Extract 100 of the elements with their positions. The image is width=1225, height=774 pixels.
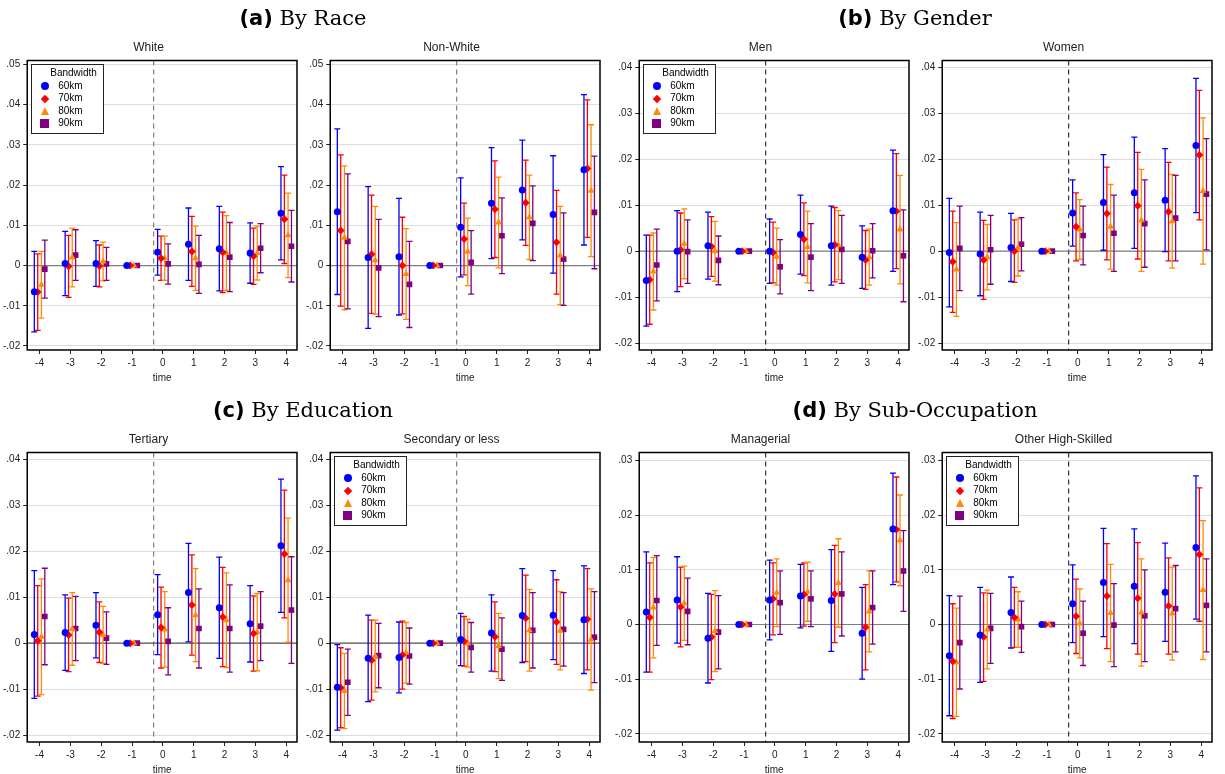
x-tick-label: -4 [338,356,348,368]
x-tick-label: 0 [463,356,470,368]
x-tick-label: -2 [399,356,410,368]
x-tick-label: -2 [1011,356,1022,368]
y-tick-label: .03 [309,138,324,150]
x-axis-title: time [455,371,475,383]
legend-label: 80km [670,104,695,118]
x-tick-label: 3 [1167,748,1174,760]
x-tick-label: -4 [35,356,45,368]
x-tick-label: -1 [739,356,749,368]
x-tick-label: -4 [647,748,657,760]
chart-title: Non-White [423,39,481,54]
y-tick-label: .02 [618,152,633,164]
y-tick-label: .03 [921,107,936,119]
x-tick-label: -1 [1042,356,1052,368]
y-tick-label: .03 [6,138,21,150]
y-tick-label: .01 [6,590,21,602]
x-tick-label: 4 [586,748,593,760]
x-axis-title: time [1067,371,1087,383]
x-tick-label: 4 [1198,748,1205,760]
x-tick-label: 1 [190,748,197,760]
x-tick-label: 2 [524,356,531,368]
x-tick-label: -4 [338,748,348,760]
x-tick-label: -3 [980,748,991,760]
y-tick-label: 0 [317,636,324,648]
x-tick-label: -4 [35,748,45,760]
x-tick-label: 4 [586,356,593,368]
x-tick-label: -4 [950,748,960,760]
x-tick-label: 0 [772,356,779,368]
legend-label: 90km [670,117,695,130]
x-tick-label: 4 [283,748,290,760]
x-tick-label: 0 [160,748,167,760]
y-tick-label: .04 [6,453,21,465]
y-tick-label: .02 [618,508,633,520]
y-tick-label: .02 [309,178,324,190]
x-tick-label: -2 [708,356,719,368]
y-tick-label: .01 [921,198,936,210]
legend-label: 90km [361,509,386,522]
x-tick-label: 0 [772,748,779,760]
y-tick-label: .03 [6,499,21,511]
y-tick-label: .03 [309,499,324,511]
chart-title: Men [748,39,773,54]
y-tick-label: -.01 [918,290,936,302]
y-tick-label: -.02 [306,339,324,351]
text: (a) By Race [238,5,368,32]
x-tick-label: -3 [980,356,991,368]
legend-label: 80km [58,104,83,118]
x-tick-label: 2 [524,748,531,760]
y-tick-label: 0 [14,636,21,648]
x-tick-label: -1 [127,748,137,760]
x-axis-title: time [455,763,475,774]
y-tick-label: -.01 [615,290,633,302]
x-tick-label: -2 [708,748,719,760]
x-tick-label: 3 [555,356,562,368]
y-tick-label: .02 [6,544,21,556]
x-tick-label: 1 [1105,356,1112,368]
x-tick-label: 2 [1136,356,1143,368]
legend-title: Bandwidth [964,459,1012,472]
y-tick-label: .01 [309,219,324,231]
y-tick-label: .01 [6,219,21,231]
y-tick-label: -.01 [306,682,324,694]
y-tick-label: .01 [309,590,324,602]
y-tick-label: -.02 [615,727,633,739]
legend-label: 70km [973,484,998,497]
x-tick-label: -4 [647,356,657,368]
x-axis-title: time [152,371,172,383]
y-tick-label: -.01 [3,682,21,694]
legend-label: 60km [58,79,83,93]
y-tick-label: .04 [6,98,21,110]
x-tick-label: 4 [283,356,290,368]
x-tick-label: -3 [368,748,379,760]
chart-title: Secondary or less [403,431,500,446]
x-tick-label: 1 [1105,748,1112,760]
legend-label: 60km [973,471,998,485]
x-tick-label: 1 [493,748,500,760]
y-tick-label: -.01 [615,672,633,684]
x-tick-label: 2 [1136,748,1143,760]
x-tick-label: 1 [802,748,809,760]
legend-title: Bandwidth [661,67,709,80]
y-tick-label: 0 [317,259,324,271]
legend-label: 80km [973,496,998,510]
x-tick-label: 4 [1198,356,1205,368]
y-tick-label: -.02 [615,336,633,348]
y-tick-label: .03 [921,454,936,466]
chart-title: White [133,39,165,54]
y-tick-label: .04 [309,453,324,465]
x-tick-label: -2 [96,356,107,368]
x-axis-title: time [764,371,784,383]
chart-title: Tertiary [128,431,169,446]
legend-label: 70km [670,92,695,105]
x-tick-label: 4 [895,748,902,760]
y-tick-label: -.01 [306,299,324,311]
x-tick-label: 3 [555,748,562,760]
y-tick-label: .02 [6,178,21,190]
legend-title: Bandwidth [352,459,400,472]
y-tick-label: 0 [929,618,936,630]
y-tick-label: .03 [618,454,633,466]
x-tick-label: 1 [190,356,197,368]
legend-label: 90km [58,117,83,130]
legend-label: 60km [361,471,386,485]
